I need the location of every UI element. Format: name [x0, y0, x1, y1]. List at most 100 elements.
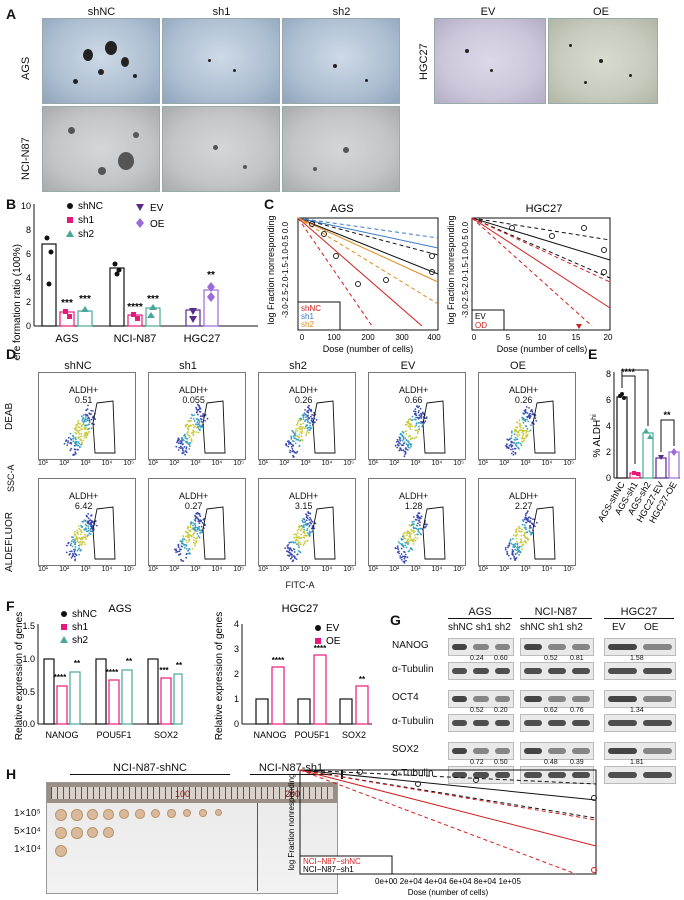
tumor — [199, 809, 207, 817]
blot-band — [494, 720, 510, 726]
blot-band — [494, 772, 510, 778]
e-ytick-2: 2 — [606, 447, 611, 457]
tumor — [183, 809, 191, 817]
blot-band — [608, 772, 637, 778]
c-right-xt2: 10 — [538, 333, 547, 342]
d-xaxis-label: FITC-A — [285, 580, 315, 590]
blot-quant-value: 1.34 — [630, 707, 644, 714]
blot-band — [572, 696, 590, 702]
b-group-hgc: HGC27 — [184, 333, 221, 345]
panel-label-d: D — [6, 346, 17, 362]
flow-xticks: 10¹ 10² 10³ 10⁴ 10⁵ — [38, 460, 134, 467]
c-right-xt4: 20 — [604, 333, 613, 342]
flow-plot-aldefluor-shnc: ALDH+ 6.42 — [38, 478, 136, 566]
g-group-hgc: HGC27 — [604, 606, 674, 619]
blot-band — [452, 772, 468, 778]
flow-plot-deab-oe: ALDH+ 0.26 — [478, 372, 576, 460]
f-right-title: HGC27 — [282, 603, 319, 615]
b-ytick-10: 10 — [21, 201, 31, 211]
f-left-star-5: ** — [176, 661, 183, 670]
blot-band — [608, 668, 637, 674]
g-lanes-nci: shNC sh1 sh2 — [520, 622, 583, 633]
f-left-ylabel: Relative expression of genes — [14, 612, 25, 740]
f-right-legend-ev: EV — [326, 623, 340, 634]
flow-gate-value: 2.27 — [514, 501, 533, 511]
panel-c-chart: AGS log Fraction nonresponding -3.0-2.5-… — [266, 203, 613, 354]
e-star-sh1: **** — [621, 367, 636, 377]
flow-xticks: 10¹ 10² 10³ 10⁴ 10⁵ — [478, 460, 574, 467]
blot-quant-value: 0.39 — [570, 759, 584, 766]
tumor — [151, 809, 160, 818]
f-right-yt4: 4 — [234, 619, 239, 629]
f-right-ylabel: Relative expression of genes — [214, 612, 225, 740]
blot-quant-value: 0.52 — [470, 707, 484, 714]
flow-plot-deab-ev: ALDH+ 0.66 — [368, 372, 466, 460]
c-right-xt0: 0 — [472, 333, 477, 342]
micrograph-ags-shnc — [42, 18, 160, 104]
blot-band — [473, 748, 489, 754]
blot-quant-value: 0.60 — [494, 655, 508, 662]
e-ytick-8: 8 — [606, 369, 611, 379]
flow-gate-label: ALDH+ 6.42 — [69, 491, 99, 511]
tumor — [103, 827, 114, 838]
b-legend-ev: EV — [150, 203, 164, 214]
flow-plot-aldefluor-oe: ALDH+ 2.27 — [478, 478, 576, 566]
tumor — [135, 809, 145, 819]
micrograph-ags-sh2 — [282, 18, 400, 104]
blot-strip — [448, 742, 514, 760]
flow-gate-value: 0.66 — [404, 395, 423, 405]
ruler-mark-200: 200 — [285, 789, 301, 799]
blot-band — [608, 696, 637, 702]
h-group1: NCI-N87-shNC — [70, 762, 230, 775]
blot-band — [548, 772, 566, 778]
blot-band — [452, 696, 468, 702]
flow-plot-aldefluor-sh1: ALDH+ 0.27 — [148, 478, 246, 566]
blot-band — [524, 696, 542, 702]
g-group-nci: NCI-N87 — [520, 606, 592, 619]
f-right-gene-2: SOX2 — [342, 730, 366, 740]
e-ylabel: % ALDHhi — [591, 414, 603, 458]
flow-plot-aldefluor-sh2: ALDH+ 3.15 — [258, 478, 356, 566]
f-left-yt2: 1.0 — [22, 654, 35, 664]
i-legend-shnc: NCI−N87−shNC — [303, 857, 361, 866]
flow-gate-value: 0.26 — [514, 395, 533, 405]
g-group-ags: AGS — [448, 606, 512, 619]
h-dose-1e4: 1×10⁴ — [14, 844, 41, 855]
b-star-nci-sh2: *** — [147, 294, 159, 305]
blot-band — [524, 644, 542, 650]
b-ytick-6: 6 — [26, 249, 31, 259]
b-legend-sh2: sh2 — [78, 229, 95, 240]
flow-xticks: 10¹ 10² 10³ 10⁴ 10⁵ — [258, 460, 354, 467]
c-left-xt4: 400 — [427, 333, 441, 342]
c-right-xt1: 5 — [506, 333, 511, 342]
f-left-star-0: **** — [54, 673, 67, 682]
panel-f-chart: AGS Relative expression of genes shNC sh… — [14, 603, 372, 740]
blot-band — [524, 720, 542, 726]
flow-plot-aldefluor-ev: ALDH+ 1.28 — [368, 478, 466, 566]
panel-b-chart: Sphere formation ratio (100%) 0 2 4 6 8 … — [12, 201, 258, 361]
blot-band — [643, 644, 672, 650]
blot-band — [572, 748, 590, 754]
g-lanes-ags: shNC sh1 sh2 — [448, 622, 511, 633]
f-left-star-1: ** — [74, 659, 81, 668]
blot-quant-value: 0.52 — [544, 655, 558, 662]
f-left-gene-2: SOX2 — [154, 730, 178, 740]
c-left-xt3: 300 — [395, 333, 409, 342]
blot-band — [548, 644, 566, 650]
blot-strip — [448, 714, 514, 732]
blot-strip — [604, 714, 676, 732]
a-row-hgc27: HGC27 — [418, 43, 430, 80]
blot-band — [473, 696, 489, 702]
b-star-ags-sh2: *** — [79, 294, 91, 305]
f-left-yt3: 1.5 — [22, 621, 35, 631]
blot-band — [548, 748, 566, 754]
flow-xticks: 10¹ 10² 10³ 10⁴ 10⁵ — [368, 460, 464, 467]
f-left-title: AGS — [108, 603, 131, 615]
micrograph-ags-sh1 — [162, 18, 280, 104]
blot-strip — [520, 742, 594, 760]
tumor — [55, 809, 67, 821]
f-right-gene-1: POU5F1 — [294, 730, 329, 740]
blot-band — [494, 644, 510, 650]
f-left-yt1: 0.5 — [22, 687, 35, 697]
blot-band — [572, 644, 590, 650]
